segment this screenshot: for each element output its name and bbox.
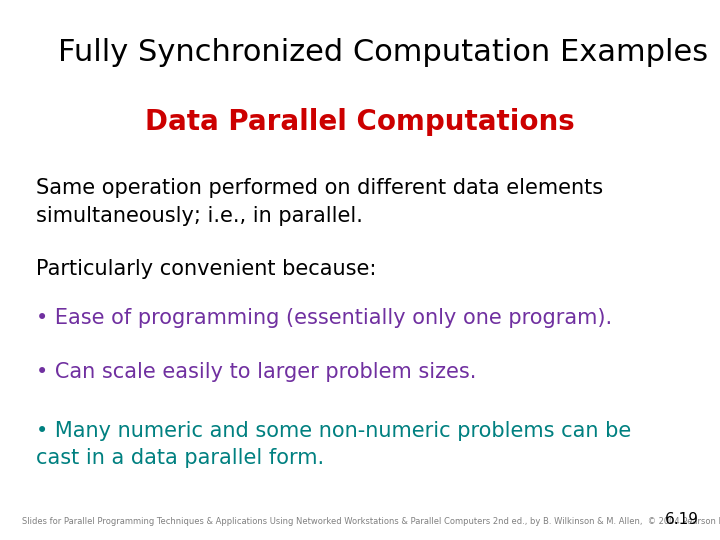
Text: Slides for Parallel Programming Techniques & Applications Using Networked Workst: Slides for Parallel Programming Techniqu… [22,517,720,526]
Text: • Ease of programming (essentially only one program).: • Ease of programming (essentially only … [36,308,612,328]
Text: • Can scale easily to larger problem sizes.: • Can scale easily to larger problem siz… [36,362,477,382]
Text: Data Parallel Computations: Data Parallel Computations [145,108,575,136]
Text: • Many numeric and some non-numeric problems can be
cast in a data parallel form: • Many numeric and some non-numeric prob… [36,421,631,468]
Text: Same operation performed on different data elements
simultaneously; i.e., in par: Same operation performed on different da… [36,178,603,226]
Text: Fully Synchronized Computation Examples: Fully Synchronized Computation Examples [58,38,708,67]
Text: 6.19: 6.19 [665,511,698,526]
Text: Particularly convenient because:: Particularly convenient because: [36,259,377,279]
